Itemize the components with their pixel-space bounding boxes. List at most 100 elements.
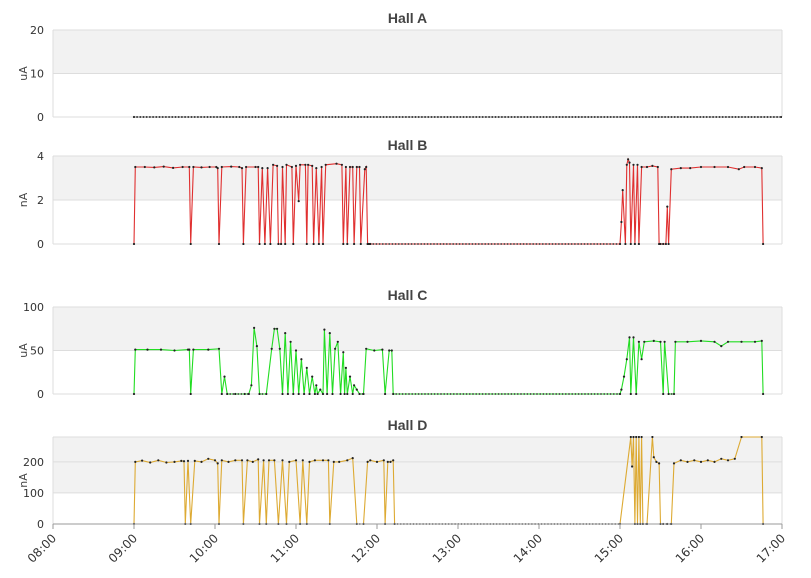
data-point <box>414 393 417 395</box>
data-point <box>273 327 276 330</box>
data-point <box>296 116 299 118</box>
data-point <box>488 393 490 395</box>
data-point <box>501 116 503 118</box>
data-point <box>344 116 347 118</box>
data-point <box>662 242 665 245</box>
data-point <box>674 340 677 343</box>
data-point <box>331 392 334 395</box>
data-point <box>220 459 223 462</box>
data-point <box>216 116 219 118</box>
data-point <box>652 339 655 342</box>
data-point <box>625 116 628 118</box>
data-point <box>301 459 304 462</box>
data-point <box>629 242 632 245</box>
data-point <box>328 332 331 335</box>
data-point <box>192 165 195 169</box>
data-point <box>656 165 659 169</box>
data-point <box>689 116 692 118</box>
data-point <box>312 242 315 245</box>
data-point <box>142 116 145 118</box>
data-point <box>558 393 561 395</box>
data-point <box>336 340 339 343</box>
y-tick-label: 20 <box>30 24 44 37</box>
x-tick-label: 13:00 <box>430 531 464 565</box>
data-point <box>277 242 280 245</box>
data-point <box>317 242 320 245</box>
data-point <box>597 116 599 118</box>
data-point <box>238 116 241 118</box>
data-point <box>339 392 342 395</box>
data-point <box>725 116 727 118</box>
data-point <box>366 460 369 463</box>
data-point <box>583 243 586 245</box>
data-point <box>411 393 414 395</box>
data-point <box>397 243 400 245</box>
data-point <box>346 242 349 245</box>
data-point <box>762 392 765 395</box>
data-point <box>568 393 570 395</box>
data-point <box>452 393 455 395</box>
data-point <box>622 375 626 378</box>
data-point <box>667 116 670 118</box>
data-point <box>378 243 381 245</box>
data-point <box>641 116 644 118</box>
data-point <box>408 116 411 118</box>
data-point <box>633 242 636 245</box>
data-point <box>622 116 625 118</box>
data-point <box>762 242 765 245</box>
data-point <box>571 393 574 395</box>
data-point <box>616 116 619 118</box>
data-point <box>456 393 458 395</box>
data-point <box>430 393 433 395</box>
data-point <box>240 459 244 462</box>
data-point <box>661 116 663 118</box>
data-point <box>323 328 326 331</box>
panel-4: 0 100 200 Hall D nA <box>17 417 783 531</box>
data-point <box>577 116 580 118</box>
data-point <box>726 165 730 169</box>
data-point <box>603 393 606 395</box>
data-point <box>288 460 291 463</box>
data-point <box>439 243 442 245</box>
data-point <box>311 164 314 167</box>
data-point <box>353 116 356 118</box>
data-point <box>136 116 139 118</box>
data-point <box>192 348 195 351</box>
panel-title: Hall B <box>388 137 428 153</box>
data-point <box>625 358 628 361</box>
x-tick-label: 16:00 <box>673 531 707 565</box>
data-point <box>635 392 638 395</box>
data-point <box>659 340 662 343</box>
data-point <box>246 393 249 395</box>
data-point <box>609 393 612 395</box>
data-point <box>484 393 487 395</box>
data-point <box>779 116 782 118</box>
data-point <box>780 115 782 118</box>
data-point <box>290 165 293 169</box>
data-point <box>350 116 353 118</box>
data-point <box>341 116 343 118</box>
data-point <box>497 393 500 395</box>
data-point <box>165 116 167 118</box>
data-point <box>523 393 526 395</box>
data-point <box>258 392 261 395</box>
data-point <box>437 116 439 118</box>
x-tick-label: 17:00 <box>754 531 788 565</box>
data-point <box>358 392 361 395</box>
data-point <box>207 348 210 351</box>
data-point <box>398 116 401 118</box>
y-tick-label: 100 <box>23 301 44 314</box>
data-point <box>686 460 689 463</box>
data-point <box>519 243 522 245</box>
data-point <box>280 116 283 118</box>
data-point <box>706 459 709 462</box>
data-point <box>261 167 264 170</box>
data-point <box>683 116 686 118</box>
data-point <box>606 116 609 118</box>
data-point <box>449 393 452 395</box>
data-point <box>133 116 135 118</box>
data-point <box>186 459 190 462</box>
data-point <box>229 393 232 395</box>
data-point <box>284 242 287 245</box>
data-point <box>624 242 627 245</box>
